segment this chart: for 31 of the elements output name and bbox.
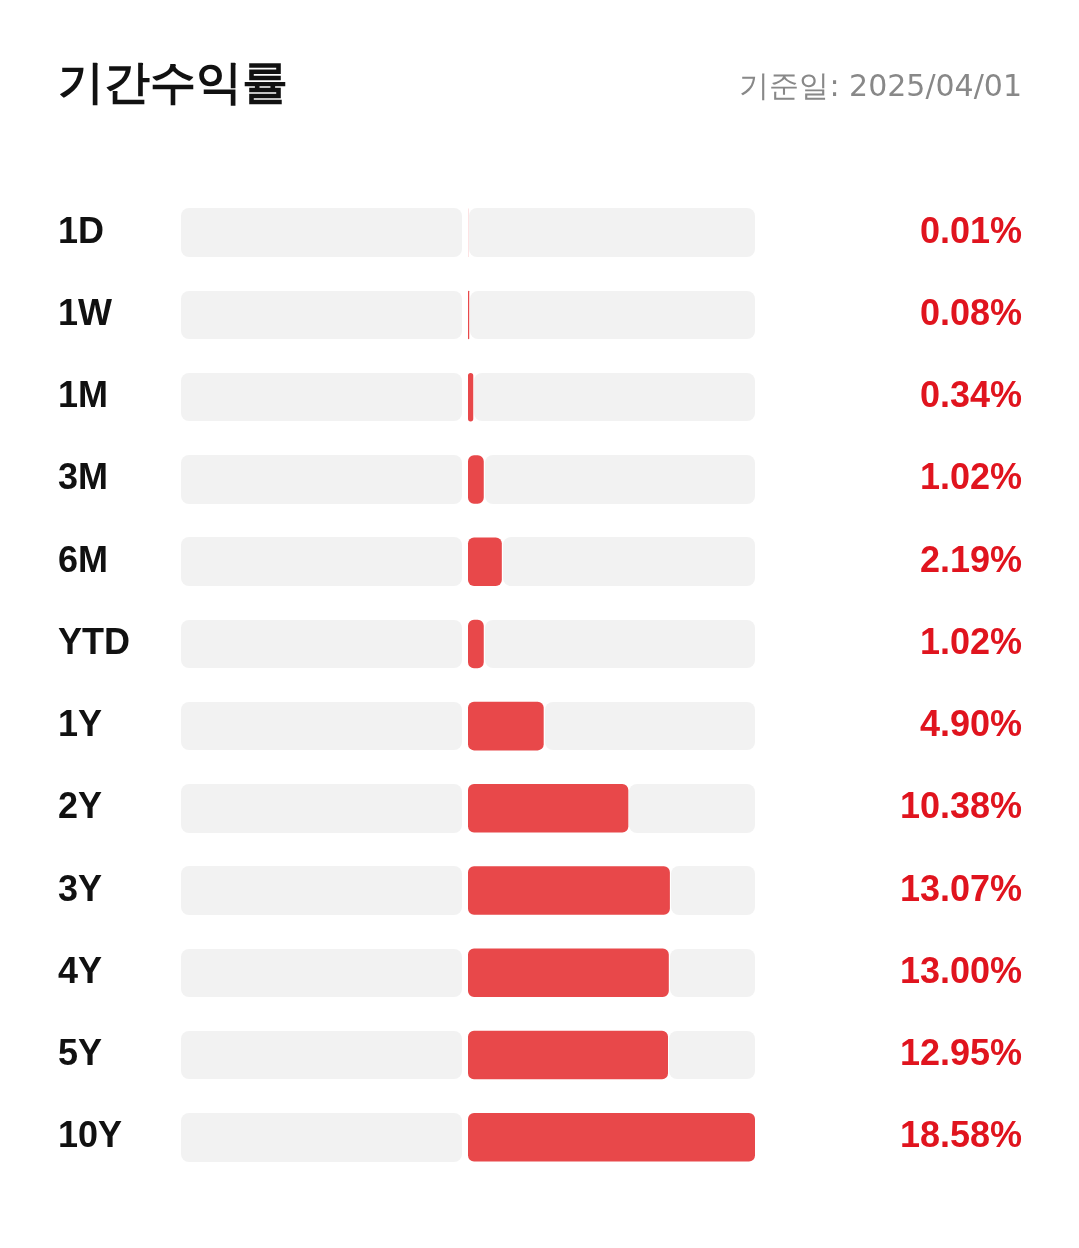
y-tick-label: YTD xyxy=(58,620,130,662)
data-label: 0.34% xyxy=(919,374,1022,416)
y-tick-label: 3Y xyxy=(58,867,103,909)
chart-title: 기간수익률 xyxy=(58,54,288,111)
data-label: 1.02% xyxy=(919,456,1022,498)
y-tick-label: 10Y xyxy=(58,1114,123,1156)
y-tick-label: 3M xyxy=(58,456,109,498)
bar xyxy=(468,1113,755,1162)
y-tick-label: 4Y xyxy=(58,949,103,991)
data-label: 10.38% xyxy=(899,785,1022,827)
data-label: 12.95% xyxy=(899,1031,1022,1073)
bar xyxy=(468,372,474,422)
y-tick-label: 1Y xyxy=(58,703,103,745)
data-label: 1.02% xyxy=(919,620,1022,662)
data-label: 13.07% xyxy=(899,867,1022,909)
y-tick-label: 1W xyxy=(58,291,113,333)
y-tick-label: 5Y xyxy=(58,1031,103,1073)
data-label: 2.19% xyxy=(919,538,1022,580)
text: 기준일: 2025/04/01 xyxy=(739,67,1022,105)
data-label: 0.01% xyxy=(919,209,1022,251)
y-tick-label: 2Y xyxy=(58,785,103,827)
bar xyxy=(468,619,484,669)
data-label: 13.00% xyxy=(899,949,1022,991)
data-label: 0.08% xyxy=(919,291,1022,333)
y-tick-label: 1D xyxy=(58,209,105,251)
data-label: 4.90% xyxy=(919,703,1022,745)
y-tick-label: 1M xyxy=(58,374,109,416)
bar xyxy=(468,455,484,504)
data-label: 18.58% xyxy=(899,1114,1022,1156)
bar xyxy=(468,537,502,586)
y-tick-label: 6M xyxy=(58,538,109,580)
